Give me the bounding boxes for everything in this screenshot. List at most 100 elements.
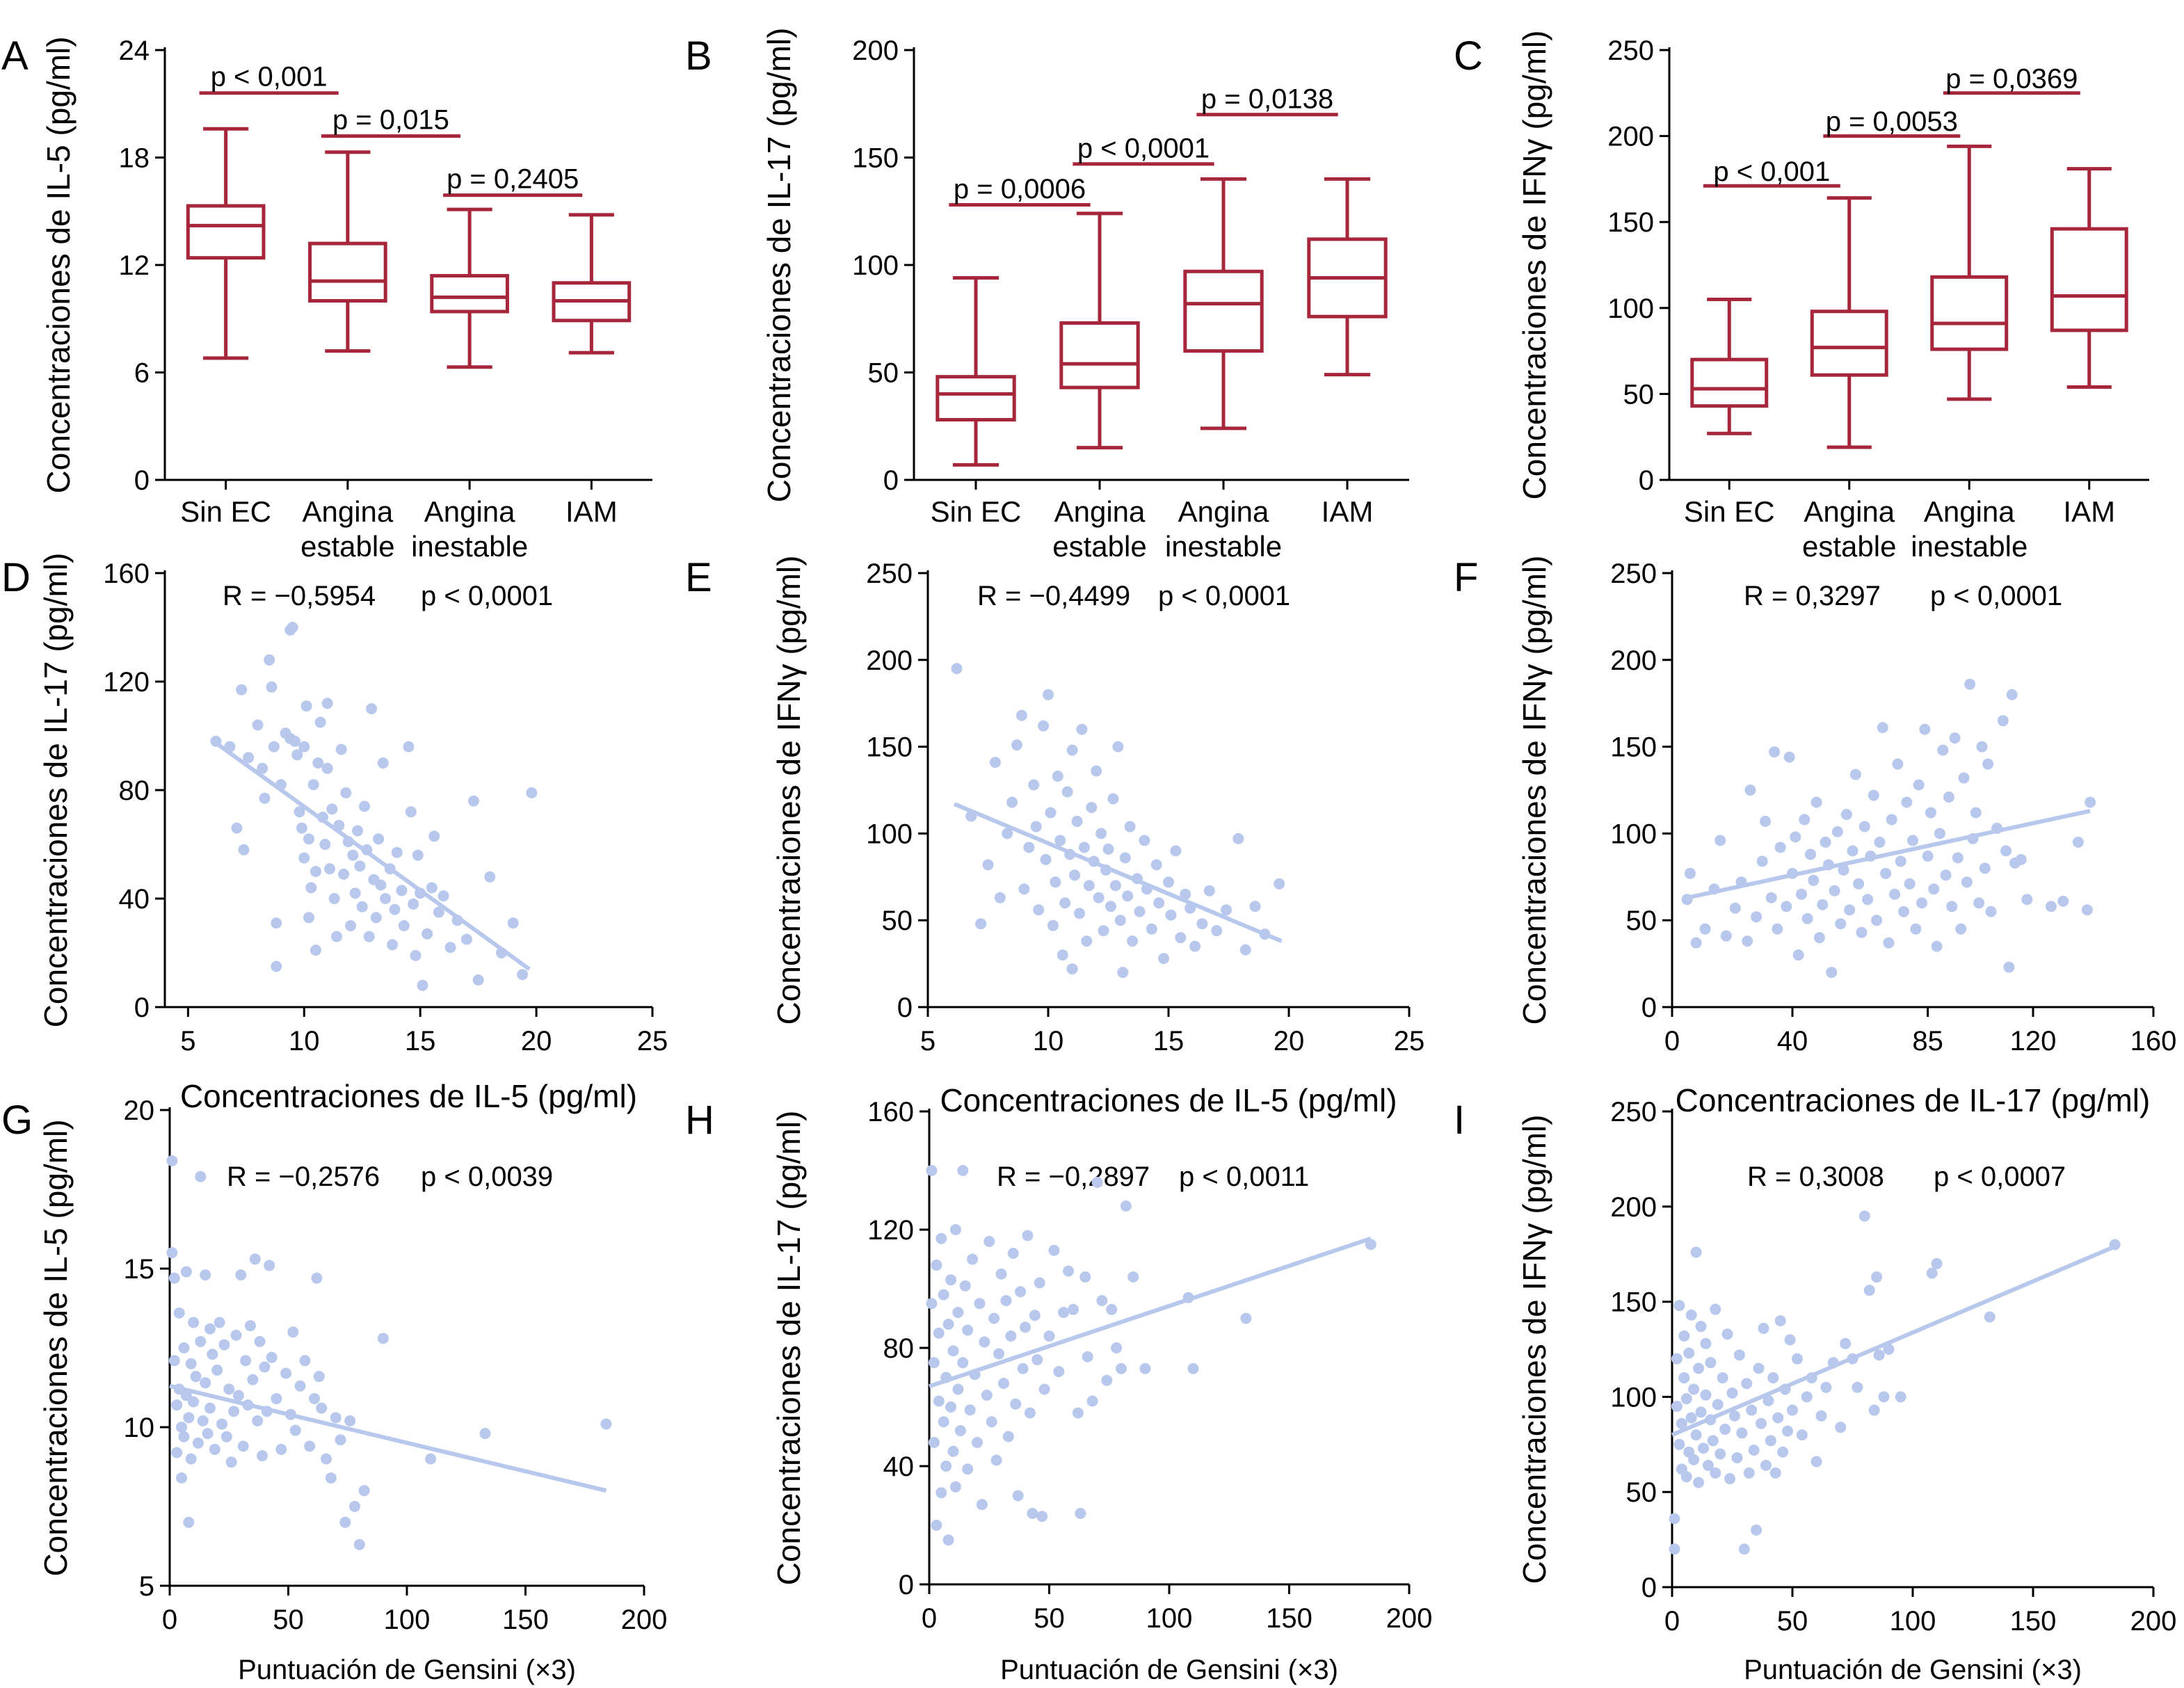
data-point	[1066, 963, 1078, 975]
regression-line	[212, 739, 531, 971]
data-point	[484, 871, 496, 883]
data-point	[340, 787, 352, 798]
data-point	[1907, 835, 1918, 846]
x-tick-label: 200	[2130, 1606, 2177, 1637]
data-point	[957, 1357, 969, 1369]
data-point	[1813, 932, 1825, 944]
data-point	[995, 1268, 1007, 1280]
data-point	[171, 1447, 183, 1458]
data-point	[1221, 904, 1232, 916]
y-tick-label: 250	[1607, 35, 1654, 66]
data-point	[180, 1266, 192, 1278]
data-point	[1030, 821, 1042, 833]
data-point	[957, 1165, 969, 1176]
data-point	[936, 1232, 947, 1244]
data-point	[931, 1520, 942, 1531]
data-point	[310, 945, 321, 956]
data-point	[1102, 843, 1114, 855]
data-point	[1913, 779, 1925, 791]
data-point	[1066, 744, 1078, 756]
data-point	[178, 1342, 190, 1353]
data-point	[389, 903, 401, 915]
data-point	[1038, 720, 1050, 732]
data-point	[1838, 864, 1849, 876]
data-point	[1853, 878, 1865, 890]
y-axis-label: Concentraciones de IL-17 (pg/ml)	[761, 28, 797, 503]
data-point	[1868, 789, 1879, 801]
data-point	[1685, 1309, 1697, 1321]
y-tick-label: 80	[883, 1333, 915, 1364]
data-point	[1787, 1404, 1798, 1416]
data-point	[335, 743, 347, 755]
category-label: IAM	[1322, 495, 1374, 528]
data-point	[1072, 1407, 1084, 1419]
data-point	[309, 1392, 321, 1404]
data-point	[257, 762, 268, 774]
data-point	[1083, 880, 1095, 892]
data-point	[316, 1402, 328, 1414]
p-value-label: p < 0,001	[211, 62, 328, 93]
y-tick-label: 0	[883, 465, 899, 496]
data-point	[1671, 1353, 1683, 1365]
data-point	[1868, 1404, 1880, 1416]
data-point	[1756, 1417, 1767, 1429]
data-point	[197, 1415, 209, 1426]
data-point	[1922, 850, 1934, 862]
y-tick-label: 0	[897, 992, 913, 1023]
x-tick-label: 150	[502, 1605, 549, 1635]
data-point	[1783, 751, 1795, 763]
data-point	[949, 1224, 961, 1235]
data-point	[2006, 689, 2018, 700]
data-point	[173, 1307, 185, 1319]
data-point	[1676, 1417, 1687, 1429]
data-point	[1729, 902, 1741, 914]
correlation-r: R = 0,3008	[1747, 1161, 1884, 1192]
data-point	[1122, 890, 1134, 902]
correlation-r: R = −0,2897	[997, 1161, 1150, 1192]
data-point	[1688, 1454, 1700, 1465]
data-point	[975, 918, 987, 930]
data-point	[1249, 901, 1261, 913]
iqr-box	[186, 204, 266, 260]
data-point	[354, 860, 366, 872]
data-point	[1048, 1244, 1060, 1256]
data-point	[202, 1428, 214, 1440]
x-tick-label: 100	[1890, 1606, 1936, 1637]
regression-line	[1686, 809, 2091, 900]
box-4	[2050, 167, 2128, 389]
data-point	[1109, 880, 1121, 892]
data-point	[952, 1307, 964, 1318]
y-tick-label: 150	[866, 732, 913, 763]
correlation-p: p < 0,0011	[1179, 1161, 1309, 1192]
data-point	[183, 1516, 195, 1528]
data-point	[1086, 801, 1098, 813]
data-point	[398, 920, 410, 931]
data-point	[1847, 845, 1858, 857]
data-point	[1031, 1354, 1043, 1365]
data-point	[275, 1443, 287, 1455]
data-point	[220, 1431, 232, 1442]
data-point	[271, 960, 282, 972]
data-point	[200, 1377, 211, 1389]
category-label: inestable	[1165, 530, 1282, 563]
data-point	[252, 719, 264, 731]
data-point	[1170, 845, 1182, 857]
data-point	[981, 1390, 993, 1401]
data-point	[1746, 1404, 1758, 1416]
data-point	[2000, 845, 2012, 857]
data-point	[228, 1406, 240, 1417]
data-point	[1669, 1513, 1680, 1525]
y-tick-label: 250	[1610, 558, 1657, 589]
data-point	[339, 1516, 351, 1528]
box-2	[308, 150, 387, 353]
data-point	[289, 1424, 301, 1436]
data-point	[1769, 1467, 1781, 1479]
data-point	[1751, 1524, 1763, 1536]
box-1	[186, 127, 266, 360]
data-point	[1063, 1265, 1075, 1277]
data-point	[1054, 835, 1066, 846]
category-label: Angina	[1924, 495, 2015, 528]
data-point	[1916, 897, 1927, 909]
data-point	[1955, 923, 1967, 935]
data-point	[1774, 1315, 1786, 1326]
